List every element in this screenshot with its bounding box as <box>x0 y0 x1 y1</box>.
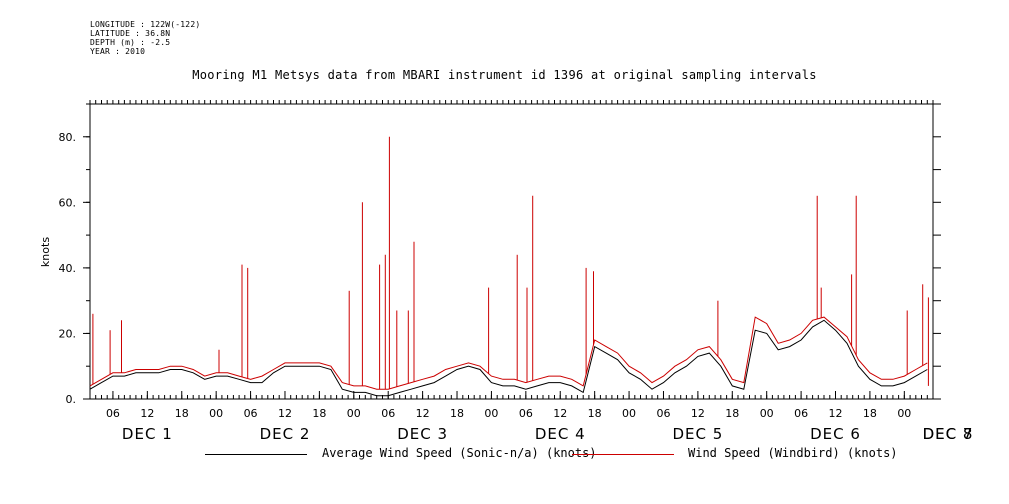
x-day-label: DEC 3 <box>397 425 448 443</box>
latitude-text: LATITUDE : 36.8N <box>90 29 171 38</box>
metadata-block: LONGITUDE : 122W(-122) LATITUDE : 36.8N … <box>90 20 200 56</box>
x-day-label: DEC 5 <box>672 425 723 443</box>
legend-label-average: Average Wind Speed (Sonic-n/a) (knots) <box>322 446 597 460</box>
x-day-label: DEC 8 <box>923 425 974 443</box>
x-tick-label: 12 <box>278 407 292 420</box>
x-tick-label: 18 <box>312 407 326 420</box>
x-tick-label: 18 <box>588 407 602 420</box>
x-tick-label: 18 <box>450 407 464 420</box>
x-tick-label: 06 <box>106 407 120 420</box>
year-text: YEAR : 2010 <box>90 47 146 56</box>
y-tick-label: 40. <box>59 262 77 275</box>
legend-label-windbird: Wind Speed (Windbird) (knots) <box>688 446 898 460</box>
x-tick-label: 06 <box>381 407 395 420</box>
x-tick-label: 12 <box>691 407 705 420</box>
x-day-label: DEC 7 <box>923 425 974 443</box>
x-tick-label: 12 <box>140 407 154 420</box>
x-tick-label: 06 <box>794 407 808 420</box>
x-day-label: DEC 1 <box>122 425 173 443</box>
x-tick-label: 00 <box>897 407 911 420</box>
x-tick-label: 06 <box>519 407 533 420</box>
legend-swatch-windbird <box>572 454 674 455</box>
y-tick-label: 20. <box>59 327 77 340</box>
x-day-label: DEC 4 <box>535 425 586 443</box>
x-tick-label: 00 <box>347 407 361 420</box>
x-day-label: DEC 6 <box>810 425 861 443</box>
longitude-text: LONGITUDE : 122W(-122) <box>90 20 201 29</box>
x-day-label: DEC 2 <box>260 425 311 443</box>
x-tick-label: 12 <box>553 407 567 420</box>
depth-text: DEPTH (m) : -2.5 <box>90 38 171 47</box>
chart-title: Mooring M1 Metsys data from MBARI instru… <box>192 68 817 82</box>
x-tick-label: 06 <box>656 407 670 420</box>
x-tick-label: 00 <box>209 407 223 420</box>
y-tick-label: 60. <box>59 196 77 209</box>
x-axis: 06 12 18 00 06 12 18 00 06 12 18 00 06 12 18 00 06 12 18 00… <box>106 391 974 443</box>
x-tick-label: 18 <box>725 407 739 420</box>
legend: Average Wind Speed (Sonic-n/a) (knots) W… <box>0 446 1009 464</box>
x-tick-label: 06 <box>244 407 258 420</box>
series-windbird-line <box>89 316 928 390</box>
x-tick-label: 12 <box>416 407 430 420</box>
x-tick-label: 18 <box>175 407 189 420</box>
x-tick-label: 18 <box>863 407 877 420</box>
legend-swatch-average <box>205 454 307 455</box>
plot-frame <box>89 103 934 400</box>
x-tick-label: 12 <box>829 407 843 420</box>
x-tick-label: 00 <box>622 407 636 420</box>
y-axis-label: knots <box>39 237 52 267</box>
series-layer <box>89 136 929 397</box>
series-average-wind-line <box>89 319 928 397</box>
x-tick-label: 00 <box>760 407 774 420</box>
frame-ticks <box>86 100 941 400</box>
x-tick-label: 00 <box>484 407 498 420</box>
y-axis: 0. 20. 40. 60. 80. <box>59 131 90 406</box>
y-tick-label: 80. <box>59 131 77 144</box>
y-tick-label: 0. <box>66 393 77 406</box>
